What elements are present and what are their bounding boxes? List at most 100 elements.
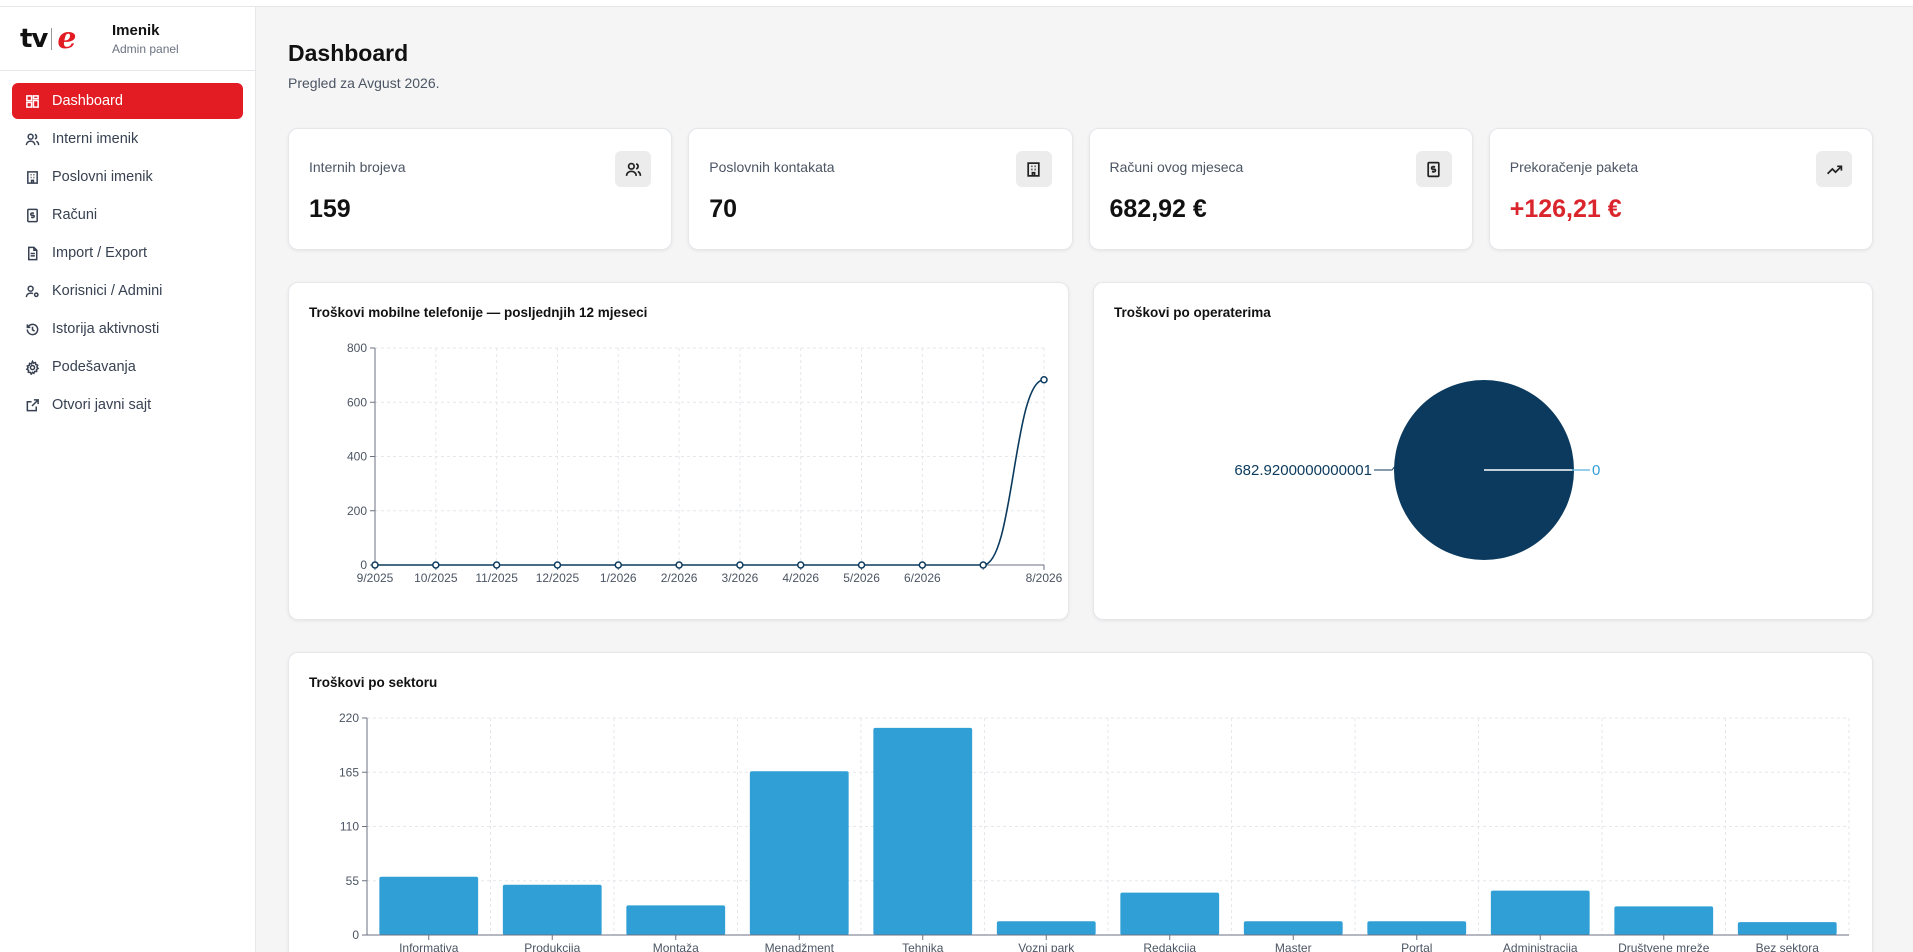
data-point <box>857 561 866 569</box>
y-tick-label: 110 <box>340 820 359 834</box>
history-icon <box>24 321 40 337</box>
data-point <box>492 561 501 569</box>
pie-chart: 682.9200000000001 0 <box>1234 380 1600 560</box>
sidebar-item-istorija-aktivnosti[interactable]: Istorija aktivnosti <box>12 311 243 347</box>
stat-card-monthly-bills: Računi ovog mjeseca 682,92 € <box>1088 128 1473 250</box>
brand-subtitle: Admin panel <box>112 41 179 56</box>
stat-value: 159 <box>309 195 351 223</box>
receipt-icon <box>1415 151 1452 187</box>
x-tick-label: 8/2026 <box>1026 571 1063 585</box>
y-tick-label: 0 <box>352 928 359 942</box>
data-point <box>979 561 987 569</box>
sidebar-item-podesavanja[interactable]: Podešavanja <box>12 349 243 385</box>
x-tick-label: Master <box>1275 941 1312 952</box>
y-tick-label: 600 <box>347 395 367 409</box>
data-point <box>553 561 562 569</box>
sidebar-item-korisnici-admini[interactable]: Korisnici / Admini <box>12 273 243 309</box>
bar <box>626 905 726 935</box>
y-tick-label: 0 <box>360 558 367 572</box>
y-tick-label: 220 <box>339 711 359 725</box>
tve-logo[interactable]: tv e <box>20 21 76 56</box>
sidebar-item-label: Poslovni imenik <box>52 169 153 185</box>
sidebar-item-label: Računi <box>52 207 98 223</box>
page-title: Dashboard <box>288 40 409 66</box>
pie-label: 682.9200000000001 <box>1234 462 1372 479</box>
user-cog-icon <box>24 283 40 299</box>
sidebar-item-label: Istorija aktivnosti <box>52 321 160 337</box>
series-line <box>374 378 1045 566</box>
dashboard-icon <box>24 93 40 109</box>
pie-chart-title: Troškovi po operaterima <box>1114 305 1271 320</box>
bar <box>1367 921 1467 935</box>
main-content: Dashboard Pregled za Avgust 2026. Intern… <box>288 40 1873 250</box>
x-tick-label: 2/2026 <box>661 571 698 585</box>
x-tick-label: 9/2025 <box>357 571 394 585</box>
trending-up-icon <box>1816 151 1852 187</box>
x-tick-label: Društvene mreže <box>1618 941 1710 952</box>
y-tick-label: 400 <box>347 450 367 464</box>
bar <box>749 771 849 935</box>
sidebar-item-label: Import / Export <box>52 245 148 261</box>
page-subtitle: Pregled za Avgust 2026. <box>288 75 440 91</box>
bar <box>1614 906 1714 935</box>
bar <box>873 727 973 935</box>
sidebar-item-otvori-javni-sajt[interactable]: Otvori javni sajt <box>12 387 243 423</box>
bar-chart: 0 55 110 165 220 Informativa Produkcija Montaža… <box>339 711 1850 952</box>
line-chart-card: Troškovi mobilne telefonije — posljednji… <box>288 282 1069 620</box>
data-point <box>614 561 623 569</box>
bar <box>502 884 602 935</box>
stat-label: Internih brojeva <box>309 159 406 175</box>
line-chart: 0 200 400 600 800 9/2025 10/2025 11/2025 12/2025… <box>347 341 1063 585</box>
pie-label: 0 <box>1592 462 1600 479</box>
sidebar-item-label: Interni imenik <box>52 131 139 147</box>
bar <box>1243 921 1343 935</box>
sidebar-item-interni-imenik[interactable]: Interni imenik <box>12 121 243 157</box>
x-tick-label: Vozni park <box>1018 941 1075 952</box>
stat-cards: Internih brojeva 159 Poslovnih kontakata… <box>288 128 1873 250</box>
x-tick-label: 11/2025 <box>475 571 518 585</box>
x-tick-label: 6/2026 <box>904 571 941 585</box>
sidebar-item-label: Dashboard <box>52 93 123 109</box>
y-tick-label: 800 <box>347 341 367 355</box>
line-chart-title: Troškovi mobilne telefonije — posljednji… <box>309 305 648 320</box>
x-tick-label: Menadžment <box>765 941 835 952</box>
stat-label: Prekoračenje paketa <box>1509 159 1639 175</box>
x-tick-label: 10/2025 <box>414 571 458 585</box>
x-tick-label: Informativa <box>399 941 459 952</box>
sidebar-nav: Dashboard Interni imenik Poslovni imenik… <box>0 71 255 437</box>
browser-top-strip <box>0 0 1913 7</box>
stat-card-internal-numbers: Internih brojeva 159 <box>288 128 673 250</box>
x-tick-label: Produkcija <box>524 941 580 952</box>
bar-chart-title: Troškovi po sektoru <box>309 675 438 690</box>
x-tick-label: 3/2026 <box>722 571 759 585</box>
data-point <box>796 561 805 569</box>
x-tick-label: Administracija <box>1503 941 1578 952</box>
sidebar-item-import-export[interactable]: Import / Export <box>12 235 243 271</box>
sidebar-item-racuni[interactable]: Računi <box>12 197 243 233</box>
users-icon <box>615 151 652 187</box>
data-point <box>371 561 379 569</box>
sidebar-item-dashboard[interactable]: Dashboard <box>12 83 243 119</box>
y-tick-label: 55 <box>346 874 360 888</box>
data-point <box>1040 376 1048 384</box>
brand: tv e Imenik Admin panel <box>0 7 255 71</box>
stat-value: +126,21 € <box>1509 195 1622 223</box>
sidebar-item-label: Korisnici / Admini <box>52 283 163 299</box>
x-tick-label: 12/2025 <box>536 571 580 585</box>
file-icon <box>24 245 40 261</box>
data-point <box>918 561 927 569</box>
stat-label: Poslovnih kontakata <box>709 159 835 175</box>
stat-card-package-overage: Prekoračenje paketa +126,21 € <box>1488 128 1873 250</box>
building-icon <box>1015 151 1052 187</box>
sidebar: tv e Imenik Admin panel Dashboard Interni… <box>0 7 256 952</box>
bar <box>1120 892 1220 935</box>
bar-chart-card: Troškovi po sektoru 0 55 110 165 220 Informat… <box>288 652 1873 952</box>
data-point <box>432 561 440 569</box>
sidebar-item-poslovni-imenik[interactable]: Poslovni imenik <box>12 159 243 195</box>
stat-card-business-contacts: Poslovnih kontakata 70 <box>688 128 1073 250</box>
brand-title: Imenik <box>112 21 160 39</box>
stat-value: 682,92 € <box>1109 195 1207 223</box>
gear-icon <box>24 359 40 375</box>
bar <box>379 876 479 935</box>
x-tick-label: 1/2026 <box>600 571 637 585</box>
